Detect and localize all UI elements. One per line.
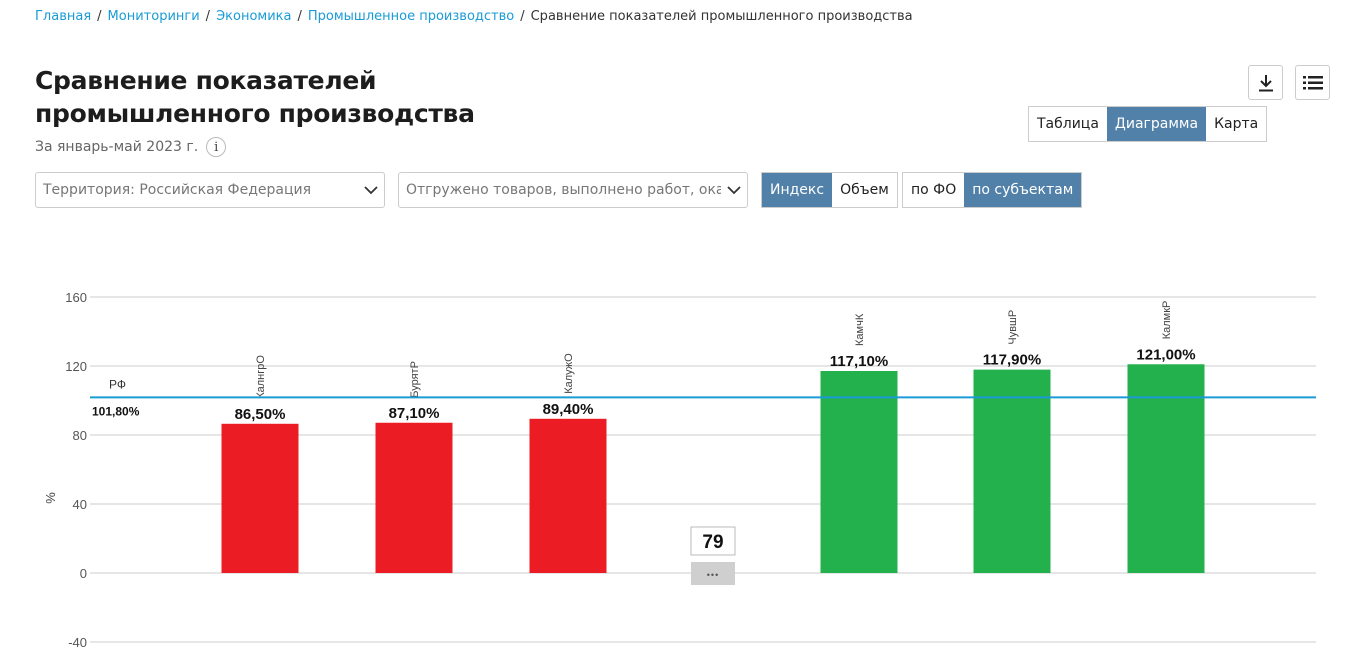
indicator-select-value: Отгружено товаров, выполнено работ, оказ…: [406, 182, 721, 198]
category-label: КалмкР: [1161, 301, 1173, 340]
hidden-count-label: 79: [702, 532, 723, 553]
period-text: За январь-май 2023 г.: [35, 139, 199, 155]
tab-table[interactable]: Таблица: [1037, 116, 1099, 132]
hidden-count-box[interactable]: [690, 526, 736, 556]
bar-value-label: 121,00%: [1136, 346, 1195, 363]
period-subtitle: За январь-май 2023 г. i: [35, 137, 227, 157]
breadcrumb-separator: /: [97, 9, 102, 24]
page-title: Сравнение показателей промышленного прои…: [35, 66, 475, 128]
reference-name-label: РФ: [109, 377, 126, 391]
breadcrumb-separator: /: [205, 9, 211, 24]
chart-bar[interactable]: [1127, 364, 1205, 573]
bar-value-label: 117,90%: [983, 352, 1041, 369]
category-label: БурятР: [409, 361, 421, 398]
info-icon[interactable]: i: [206, 137, 227, 157]
level-toggle: по ФО по субъектам: [902, 172, 1083, 208]
view-tabs: Таблица Диаграмма Карта: [1028, 106, 1268, 142]
reference-value-label: 101,80%: [92, 404, 140, 418]
territory-select-value: Территория: Российская Федерация: [43, 182, 312, 198]
breadcrumb-separator: /: [297, 9, 302, 24]
tab-map[interactable]: Карта: [1214, 116, 1259, 132]
breadcrumb-current: Сравнение показателей промышленного прои…: [530, 9, 913, 24]
bar-chart: 160 120 80 40 0 -40% 86,50% КалнгрО 87,10% БурятР…: [43, 290, 1316, 650]
breadcrumb-link-economy[interactable]: Экономика: [216, 9, 292, 24]
chart-bar[interactable]: [529, 418, 607, 573]
breadcrumb-link-home[interactable]: Главная: [35, 9, 92, 24]
chart-bar[interactable]: [375, 422, 453, 573]
breadcrumb: Главная / Мониторинги / Экономика / Промышленн…: [35, 9, 913, 24]
tab-diagram[interactable]: Диаграмма: [1106, 107, 1207, 141]
breadcrumb-link-industry[interactable]: Промышленное производство: [307, 9, 515, 24]
list-view-button[interactable]: [1295, 65, 1330, 100]
chart-bar[interactable]: [973, 369, 1051, 573]
category-label: КалнгрО: [255, 355, 267, 399]
expand-hidden-button[interactable]: [691, 562, 735, 585]
toggle-by-region[interactable]: по субъектам: [964, 173, 1082, 207]
y-tick-label: 120: [65, 359, 87, 374]
bar-value-label: 117,10%: [830, 353, 888, 370]
toggle-volume[interactable]: Объем: [840, 182, 889, 198]
breadcrumb-link-monitoring[interactable]: Мониторинги: [107, 9, 200, 24]
category-label: ЧувшР: [1007, 310, 1019, 345]
list-icon: [1302, 75, 1323, 89]
bar-value-label: 87,10%: [389, 405, 440, 422]
y-axis-label: %: [43, 492, 58, 504]
y-tick-label: 160: [65, 290, 87, 305]
download-icon: [1258, 74, 1273, 91]
chart-bar[interactable]: [820, 371, 898, 573]
toggle-by-district[interactable]: по ФО: [911, 182, 957, 198]
breadcrumb-separator: /: [520, 9, 525, 24]
y-tick-label: -40: [68, 635, 87, 650]
bar-value-label: 86,50%: [235, 406, 286, 423]
chevron-down-icon: [358, 185, 384, 195]
measure-toggle: Индекс Объем: [761, 172, 898, 208]
chart-bar[interactable]: [221, 423, 299, 573]
toggle-index[interactable]: Индекс: [762, 173, 833, 207]
download-button[interactable]: [1248, 65, 1283, 100]
chevron-down-icon: [721, 185, 747, 195]
category-label: КалужО: [563, 353, 575, 394]
y-tick-label: 0: [80, 566, 87, 581]
ellipsis-icon: •••: [707, 570, 719, 580]
category-label: КамчК: [854, 313, 866, 346]
y-tick-label: 40: [73, 497, 87, 512]
y-tick-label: 80: [73, 428, 87, 443]
indicator-select[interactable]: Отгружено товаров, выполнено работ, оказ…: [398, 172, 748, 208]
territory-select[interactable]: Территория: Российская Федерация: [35, 172, 385, 208]
bar-value-label: 89,40%: [543, 401, 594, 418]
